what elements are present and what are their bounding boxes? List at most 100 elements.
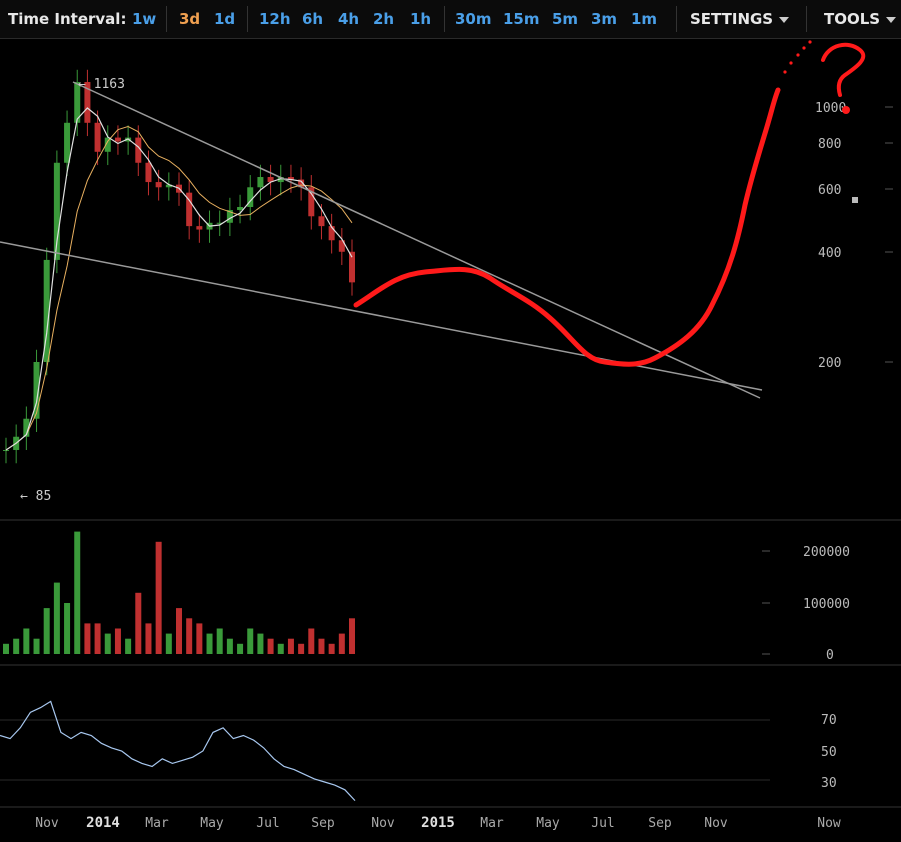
forecast-dot [802, 46, 806, 50]
interval-12h-button[interactable]: 12h [259, 10, 291, 28]
volume-bar [206, 633, 213, 654]
candle-body [155, 182, 162, 188]
x-axis: Nov 2014 Mar May Jul Sep Nov 2015 Mar May Jul Sep No… [35, 815, 841, 831]
volume-tick-label: 0 [826, 648, 834, 663]
fast-moving-average-line [5, 107, 353, 451]
interval-2h-button[interactable]: 2h [373, 10, 395, 28]
interval-1m-button[interactable]: 1m [631, 10, 658, 28]
indicator-tick-label: 70 [821, 713, 837, 728]
candle-body [349, 251, 355, 283]
volume-bar [3, 643, 9, 654]
tools-label: TOOLS [824, 10, 881, 28]
candle-body [196, 226, 203, 230]
candle-body [74, 82, 81, 123]
chevron-down-icon [779, 16, 790, 23]
price-tick-label: 800 [818, 137, 841, 152]
volume-bar [125, 638, 132, 654]
interval-3d-button[interactable]: 3d [179, 10, 201, 28]
low-marker-label: ← 85 [20, 489, 51, 504]
candle-body [226, 210, 233, 223]
x-tick-label: 2014 [86, 815, 120, 831]
indicator-tick-label: 30 [821, 776, 837, 791]
candle-body [298, 179, 305, 188]
candle-body [53, 162, 60, 260]
volume-bar [349, 618, 355, 654]
volume-bar [186, 618, 193, 654]
toolbar-divider [676, 6, 677, 32]
question-mark-dot [842, 106, 850, 114]
volume-bar [53, 582, 60, 654]
forecast-dots [783, 40, 812, 74]
volume-bar [94, 623, 101, 654]
forecast-dot [783, 70, 787, 74]
indicator-line [0, 700, 356, 802]
candle-body [114, 137, 121, 142]
volume-bar [33, 638, 40, 654]
forecast-dot [796, 53, 800, 57]
x-tick-label: Sep [311, 816, 335, 831]
candle-body [84, 82, 91, 123]
candle-body [267, 177, 274, 183]
volume-bar [43, 608, 50, 654]
forecast-dot [808, 40, 812, 44]
tools-menu[interactable]: TOOLS [824, 10, 897, 28]
x-tick-label: Mar [145, 816, 169, 831]
volume-tick-label: 100000 [803, 597, 850, 612]
volume-bar [308, 628, 315, 654]
question-mark-icon [821, 42, 866, 97]
candle-body [328, 226, 335, 241]
volume-bar [247, 628, 254, 654]
settings-label: SETTINGS [690, 10, 774, 28]
interval-15m-button[interactable]: 15m [503, 10, 540, 28]
chevron-down-icon [886, 16, 897, 23]
volume-bar [257, 633, 264, 654]
volume-bar [226, 638, 233, 654]
interval-3m-button[interactable]: 3m [591, 10, 618, 28]
candle-body [165, 184, 172, 188]
candle-body [43, 259, 50, 362]
indicator-tick-label: 50 [821, 745, 837, 760]
volume-bar [318, 638, 325, 654]
volume-bar [64, 603, 71, 654]
settings-menu[interactable]: SETTINGS [690, 10, 790, 28]
candlestick-series [3, 69, 355, 464]
candle-body [216, 222, 223, 224]
candle-body [186, 192, 193, 227]
x-tick-label: Nov [371, 816, 395, 831]
high-marker-label: ← 1163 [78, 77, 125, 92]
candle-body [94, 122, 101, 152]
toolbar-divider [444, 6, 445, 32]
volume-bar [74, 531, 81, 654]
volume-bar [196, 623, 203, 654]
x-tick-label: Nov [704, 816, 728, 831]
interval-30m-button[interactable]: 30m [455, 10, 492, 28]
volume-bar [267, 638, 274, 654]
interval-4h-button[interactable]: 4h [338, 10, 360, 28]
candle-body [287, 177, 294, 180]
candle-body [135, 137, 142, 163]
volume-tick-label: 200000 [803, 545, 850, 560]
interval-5m-button[interactable]: 5m [552, 10, 579, 28]
volume-bar [84, 623, 91, 654]
x-tick-label: Now [817, 816, 841, 831]
price-tick-label: 600 [818, 183, 841, 198]
volume-bar [237, 643, 244, 654]
upper-trendline [72, 81, 761, 399]
toolbar-divider [166, 6, 167, 32]
interval-1d-button[interactable]: 1d [214, 10, 236, 28]
candle-body [145, 162, 152, 183]
price-tick-label: 1000 [815, 101, 846, 116]
slow-moving-average-line [5, 125, 353, 451]
forecast-dot [789, 61, 793, 65]
x-tick-label: Jul [591, 816, 614, 831]
x-tick-label: Jul [256, 816, 279, 831]
volume-bar [135, 592, 142, 654]
volume-bar [216, 628, 223, 654]
candle-body [277, 177, 284, 183]
candle-body [318, 216, 325, 227]
interval-1h-button[interactable]: 1h [410, 10, 432, 28]
interval-1w-button[interactable]: 1w [132, 10, 157, 28]
toolbar-divider [247, 6, 248, 32]
interval-6h-button[interactable]: 6h [302, 10, 324, 28]
